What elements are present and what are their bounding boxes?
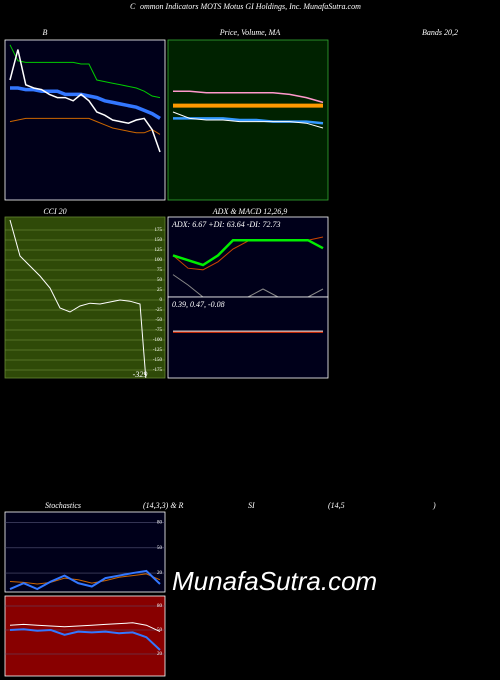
- y-tick-label: -100: [153, 338, 163, 343]
- series-line: [9, 622, 161, 633]
- panel-title: B: [43, 28, 48, 37]
- annotation: ADX: 6.67 +DI: 63.64 -DI: 72.73: [171, 220, 281, 229]
- y-tick-label: 0: [160, 298, 163, 303]
- y-tick-label: 25: [157, 288, 163, 293]
- page-title: ommon Indicators MOTS Motus GI Holdings,…: [140, 2, 361, 11]
- rsi-label: SI: [248, 501, 255, 510]
- rsi-params: (14,5: [328, 501, 345, 510]
- y-tick-label: -175: [153, 368, 163, 373]
- y-tick-label: -125: [153, 348, 163, 353]
- panel: [4, 511, 166, 593]
- y-tick-label: -150: [153, 358, 163, 363]
- y-tick-label: 80: [157, 604, 163, 609]
- series-line: [9, 219, 147, 378]
- series-line: [172, 274, 324, 297]
- y-tick-label: 80: [157, 521, 163, 526]
- y-tick-label: 100: [155, 258, 163, 263]
- y-tick-label: 50: [157, 628, 163, 633]
- watermark: MunafaSutra.com: [172, 566, 377, 596]
- series-line: [173, 90, 324, 104]
- y-tick-label: -75: [155, 328, 162, 333]
- series-line: [9, 573, 161, 585]
- y-tick-label: 125: [155, 248, 163, 253]
- panel-title: ADX & MACD 12,26,9: [212, 207, 287, 216]
- panel-title: CCI 20: [43, 207, 66, 216]
- stoch-params: (14,3,3) & R: [143, 501, 184, 510]
- series-line: [172, 238, 324, 267]
- y-tick-label: 75: [157, 268, 163, 273]
- series-line: [9, 569, 161, 591]
- y-tick-label: 50: [157, 278, 163, 283]
- annotation: 0.39, 0.47, -0.08: [172, 300, 225, 309]
- y-tick-label: 150: [155, 238, 163, 243]
- y-tick-label: 175: [155, 228, 163, 233]
- y-tick-label: -50: [155, 318, 162, 323]
- y-tick-label: 50: [157, 546, 163, 551]
- y-tick-label: 20: [157, 571, 163, 576]
- series-line: [173, 117, 324, 125]
- panel-subtitle: Bands 20,2: [422, 28, 458, 37]
- series-line: [172, 111, 324, 129]
- stoch-label: Stochastics: [45, 501, 81, 510]
- series-line: [9, 117, 161, 135]
- series-line: [10, 86, 161, 120]
- panel: [4, 595, 166, 677]
- y-tick-label: 20: [157, 652, 163, 657]
- panel: [4, 216, 166, 379]
- panel: [167, 216, 329, 298]
- rsi-close: ): [432, 501, 436, 510]
- y-tick-label: -25: [155, 308, 162, 313]
- series-line: [9, 49, 161, 153]
- series-line: [9, 44, 161, 99]
- panel: [167, 296, 329, 379]
- panel-title: Price, Volume, MA: [219, 28, 281, 37]
- value-label: -329: [133, 370, 148, 379]
- series-line: [9, 628, 161, 651]
- title-initial: C: [130, 2, 136, 11]
